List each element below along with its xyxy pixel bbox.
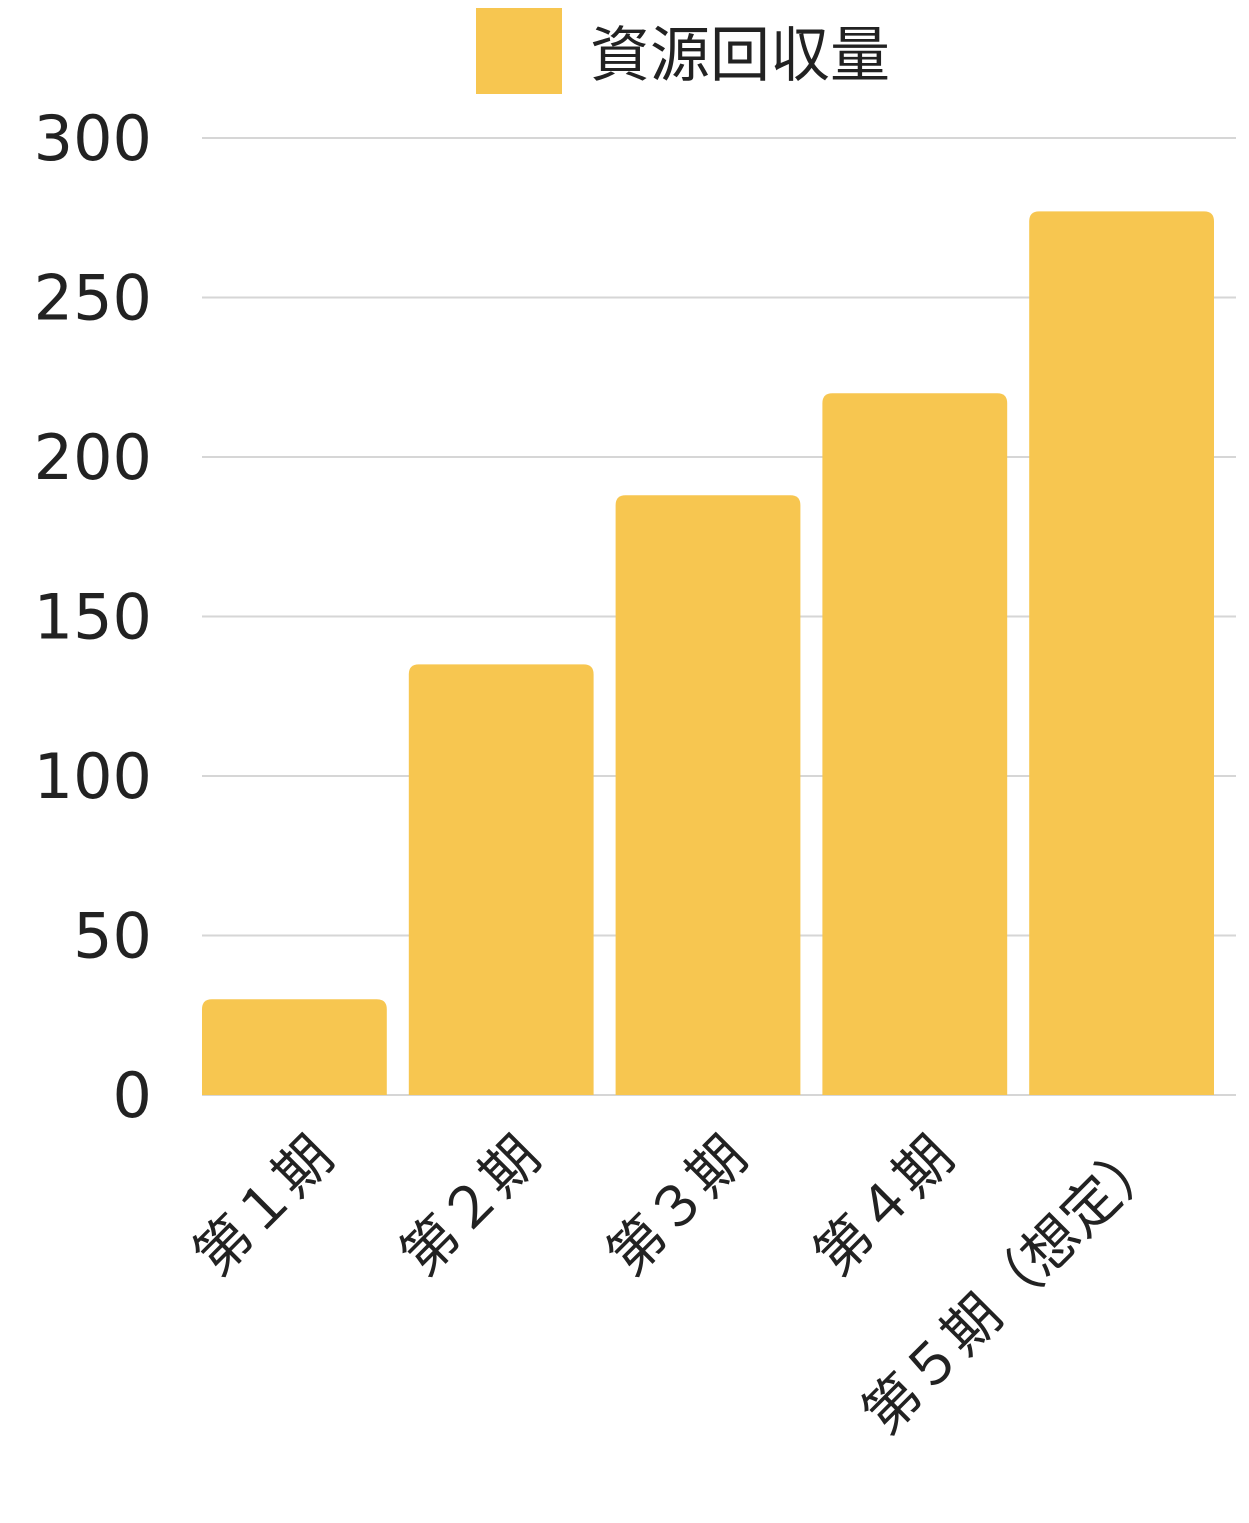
y-tick-label: 50 xyxy=(73,900,152,973)
x-tick-label: 第４期 xyxy=(802,1124,967,1289)
bar xyxy=(408,664,594,1095)
y-axis-ticks: 0 50 100 150 200 250 300 xyxy=(34,102,152,1132)
y-tick-label: 200 xyxy=(34,421,152,494)
x-tick-label: 第２期 xyxy=(388,1124,553,1289)
legend-swatch xyxy=(476,8,562,94)
y-tick-label: 100 xyxy=(34,740,152,813)
bar xyxy=(822,393,1008,1095)
y-tick-label: 300 xyxy=(34,102,152,175)
legend-label: 資源回収量 xyxy=(590,21,890,91)
x-tick-label: 第１期 xyxy=(182,1124,347,1289)
y-tick-label: 0 xyxy=(113,1059,152,1132)
y-tick-label: 250 xyxy=(34,262,152,335)
x-tick-label: 第３期 xyxy=(595,1124,760,1289)
legend: 資源回収量 xyxy=(476,8,890,94)
y-tick-label: 150 xyxy=(34,581,152,654)
bar xyxy=(1029,211,1214,1095)
bar xyxy=(202,999,387,1095)
bars xyxy=(202,211,1214,1095)
bar xyxy=(615,495,801,1095)
